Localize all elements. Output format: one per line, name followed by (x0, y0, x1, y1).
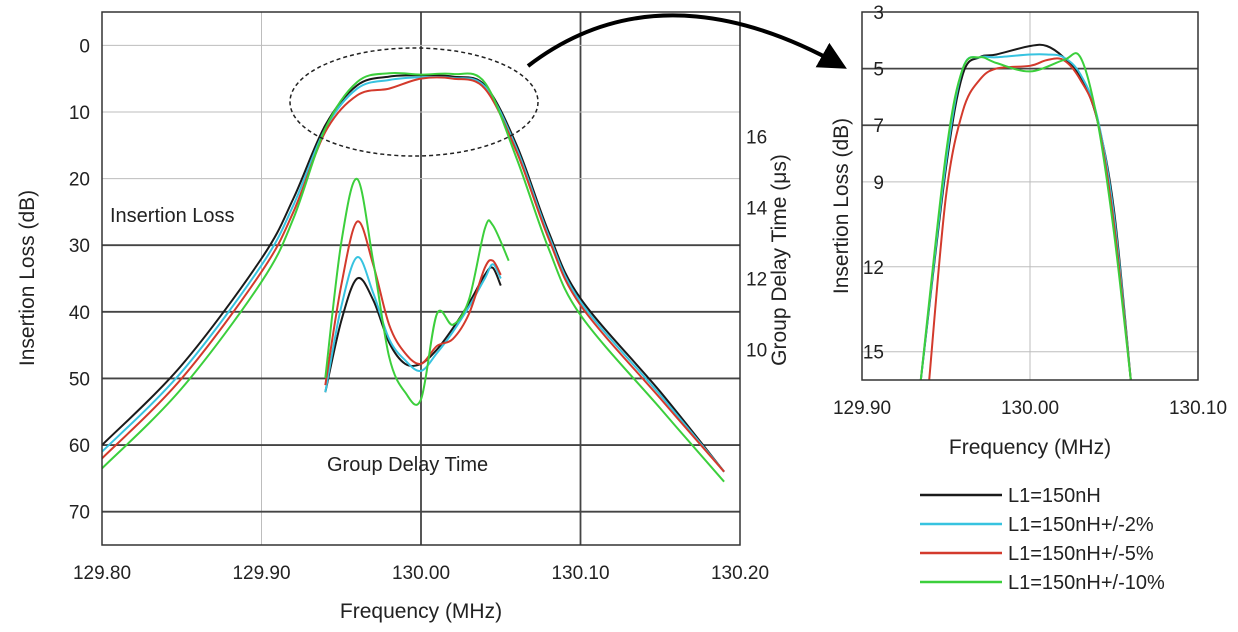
main-chart-y2tick-1: 12 (746, 270, 767, 291)
group-delay-line-2 (324, 220, 502, 386)
legend: L1=150nH L1=150nH+/-2% L1=150nH+/-5% L1=… (920, 485, 1165, 594)
zoom-chart-ytick-1: 5 (873, 60, 884, 81)
legend-label-1: L1=150nH+/-2% (1008, 514, 1154, 536)
insertion-loss-line-2 (102, 76, 725, 473)
main-chart-ytick-6: 60 (69, 436, 90, 457)
annotation-insertion-loss: Insertion Loss (110, 205, 235, 227)
main-chart-xtick-0: 129.80 (73, 563, 131, 584)
legend-label-3: L1=150nH+/-10% (1008, 572, 1165, 594)
main-chart-ytick-0: 0 (79, 36, 90, 57)
main-chart-ytick-3: 30 (69, 236, 90, 257)
main-chart-y2tick-2: 14 (746, 198, 768, 219)
legend-label-0: L1=150nH (1008, 485, 1101, 507)
main-chart-ytick-5: 50 (69, 369, 90, 390)
zoom-chart-x-ticks: 129.90 130.00 130.10 (833, 398, 1227, 419)
zoom-chart-xtick-0: 129.90 (833, 398, 891, 419)
main-chart-y2tick-0: 10 (746, 341, 767, 362)
main-chart-y2label: Group Delay Time (μs) (768, 154, 791, 366)
zoom-line-0 (919, 43, 1132, 380)
main-chart-ytick-7: 70 (69, 503, 90, 524)
insertion-loss-line-0 (102, 74, 725, 473)
zoom-chart: 129.90 130.00 130.10 3 5 7 9 12 15 Frequency (M… (830, 3, 1227, 459)
zoom-region-ellipse (289, 47, 539, 157)
main-chart-y2-ticks: 10 12 14 16 (746, 127, 768, 361)
zoom-chart-frame (861, 11, 1199, 381)
main-chart-xtick-2: 130.00 (392, 563, 450, 584)
annotation-group-delay: Group Delay Time (327, 454, 488, 476)
zoom-chart-series (919, 43, 1132, 380)
main-chart-frame (101, 11, 741, 546)
main-chart-ytick-2: 20 (69, 170, 90, 191)
zoom-chart-xtick-2: 130.10 (1169, 398, 1227, 419)
zoom-chart-ytick-5: 15 (863, 343, 884, 364)
zoom-line-1 (919, 53, 1132, 380)
zoom-chart-grid (861, 11, 1199, 380)
main-chart-y2tick-3: 16 (746, 127, 767, 148)
main-chart-ytick-1: 10 (69, 103, 90, 124)
zoom-chart-xlabel: Frequency (MHz) (949, 436, 1111, 459)
zoom-chart-ytick-3: 9 (873, 173, 884, 194)
main-chart-xtick-1: 129.90 (232, 563, 290, 584)
main-chart-xtick-3: 130.10 (551, 563, 609, 584)
main-chart-xtick-4: 130.20 (711, 563, 769, 584)
group-delay-line-1 (324, 256, 502, 393)
main-chart-grid (101, 12, 741, 545)
insertion-loss-line-3 (102, 71, 725, 483)
group-delay-line-0 (324, 266, 502, 393)
main-chart-xlabel: Frequency (MHz) (340, 600, 502, 623)
zoom-chart-ylabel: Insertion Loss (dB) (830, 118, 853, 294)
zoom-chart-xtick-1: 130.00 (1001, 398, 1059, 419)
main-chart-x-ticks: 129.80 129.90 130.00 130.10 130.20 (73, 563, 769, 584)
zoom-arrow (526, 13, 847, 69)
main-chart-ytick-4: 40 (69, 303, 90, 324)
group-delay-line-3 (324, 177, 510, 406)
zoom-chart-ytick-4: 12 (863, 258, 884, 279)
zoom-chart-ytick-0: 3 (873, 3, 884, 24)
legend-label-2: L1=150nH+/-5% (1008, 543, 1154, 565)
main-chart-series (102, 71, 725, 483)
main-chart-ylabel: Insertion Loss (dB) (16, 190, 39, 366)
insertion-loss-line-1 (102, 75, 725, 473)
zoom-line-3 (919, 52, 1132, 380)
main-chart-y-ticks: 0 10 20 30 40 50 60 70 (69, 36, 90, 523)
main-chart: 129.80 129.90 130.00 130.10 130.20 0 10 20 30 40… (16, 11, 847, 623)
zoom-chart-y-ticks: 3 5 7 9 12 15 (863, 3, 884, 364)
zoom-chart-ytick-2: 7 (873, 116, 884, 137)
